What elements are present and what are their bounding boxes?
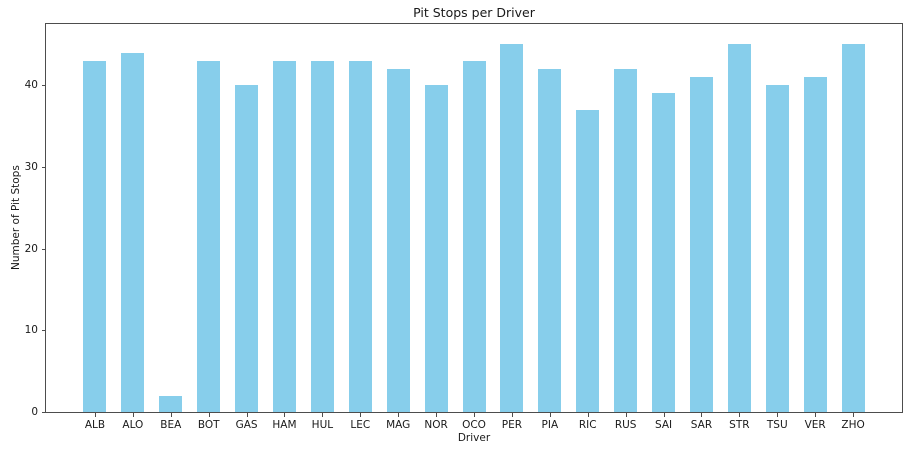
x-tick-mark [360, 413, 362, 417]
bar-slot: BOT [190, 24, 228, 431]
bar-slot: PIA [531, 24, 569, 431]
bar-hul [310, 60, 334, 412]
bar-slot: ALB [76, 24, 114, 431]
bar-alb [83, 60, 107, 412]
x-tick-mark [436, 413, 438, 417]
bar-gas [235, 85, 259, 412]
bar-slot: MAG [379, 24, 417, 431]
x-tick-mark [587, 413, 589, 417]
bar-tsu [765, 85, 789, 412]
x-tick-mark [511, 413, 513, 417]
bar-ver [803, 77, 827, 412]
x-tick-label-alb: ALB [84, 419, 106, 431]
bar-slot: BEA [152, 24, 190, 431]
bar-per [500, 44, 524, 412]
bar-slot: PER [493, 24, 531, 431]
bar-bea [159, 395, 183, 412]
bar-sar [689, 77, 713, 412]
x-tick-mark [739, 413, 741, 417]
bar-slot: HAM [266, 24, 304, 431]
bar-slot: OCO [455, 24, 493, 431]
bar-slot: VER [796, 24, 834, 431]
x-tick-mark [170, 413, 172, 417]
x-tick-label-pia: PIA [541, 419, 559, 431]
bar-slot: TSU [758, 24, 796, 431]
bar-zho [841, 44, 865, 412]
x-tick-mark [208, 413, 210, 417]
x-tick-mark [625, 413, 627, 417]
bar-mag [386, 68, 410, 412]
y-tick-mark [42, 166, 46, 168]
x-tick-label-ver: VER [804, 419, 826, 431]
x-tick-label-ham: HAM [272, 419, 297, 431]
y-tick-mark [42, 248, 46, 250]
x-tick-mark [284, 413, 286, 417]
x-tick-mark [853, 413, 855, 417]
y-tick-label: 40 [24, 79, 38, 92]
bar-str [727, 44, 751, 412]
bar-slot: LEC [341, 24, 379, 431]
bar-sai [652, 93, 676, 412]
y-tick-mark [42, 330, 46, 332]
bar-nor [424, 85, 448, 412]
x-tick-label-bea: BEA [160, 419, 182, 431]
chart-title: Pit Stops per Driver [413, 5, 535, 20]
x-tick-mark [663, 413, 665, 417]
bar-slot: SAI [645, 24, 683, 431]
bar-slot: RUS [607, 24, 645, 431]
x-tick-mark [94, 413, 96, 417]
x-tick-label-sai: SAI [654, 419, 673, 431]
bar-slot: GAS [228, 24, 266, 431]
x-tick-mark [132, 413, 134, 417]
x-tick-mark [474, 413, 476, 417]
bar-slot: ALO [114, 24, 152, 431]
y-tick-label: 30 [24, 160, 38, 173]
x-axis-label: Driver [457, 432, 491, 444]
y-tick-label: 0 [31, 406, 38, 418]
bars-row: ALB ALO BEA BOT GAS HAM HUL LEC MAG NOR OCO PER PIA R… [46, 24, 902, 431]
bar-slot: HUL [303, 24, 341, 431]
x-tick-label-tsu: TSU [766, 419, 788, 431]
x-tick-label-lec: LEC [350, 419, 371, 431]
x-tick-mark [398, 413, 400, 417]
bar-bot [197, 60, 221, 412]
x-tick-label-hul: HUL [311, 419, 334, 431]
y-tick-label: 20 [24, 242, 38, 255]
bar-lec [348, 60, 372, 412]
bar-pia [538, 68, 562, 412]
plot-area: Number of Pit Stops ALB ALO BEA BOT GAS HAM HU… [10, 23, 903, 444]
y-tick-mark [42, 412, 46, 413]
x-tick-label-gas: GAS [235, 419, 258, 431]
bar-slot: SAR [683, 24, 721, 431]
bar-ham [272, 60, 296, 412]
x-tick-label-ric: RIC [578, 419, 597, 431]
x-tick-label-zho: ZHO [841, 419, 865, 431]
x-tick-mark [777, 413, 779, 417]
bar-slot: ZHO [834, 24, 872, 431]
bar-slot: RIC [569, 24, 607, 431]
x-tick-label-oco: OCO [462, 419, 486, 431]
x-tick-label-per: PER [501, 419, 523, 431]
bar-slot: NOR [417, 24, 455, 431]
y-tick-label: 10 [24, 324, 38, 337]
x-tick-mark [815, 413, 817, 417]
bar-oco [462, 60, 486, 412]
x-tick-label-str: STR [729, 419, 750, 431]
x-tick-mark [322, 413, 324, 417]
bar-slot: STR [720, 24, 758, 431]
x-tick-label-alo: ALO [122, 419, 144, 431]
x-tick-mark [246, 413, 248, 417]
x-tick-label-rus: RUS [614, 419, 637, 431]
bar-rus [614, 68, 638, 412]
x-tick-label-mag: MAG [386, 419, 411, 431]
x-tick-mark [549, 413, 551, 417]
x-tick-label-nor: NOR [424, 419, 448, 431]
bar-ric [576, 109, 600, 412]
bar-alo [121, 52, 145, 412]
y-tick-mark [42, 85, 46, 87]
x-tick-label-bot: BOT [197, 419, 220, 431]
x-tick-mark [701, 413, 703, 417]
x-tick-label-sar: SAR [690, 419, 713, 431]
